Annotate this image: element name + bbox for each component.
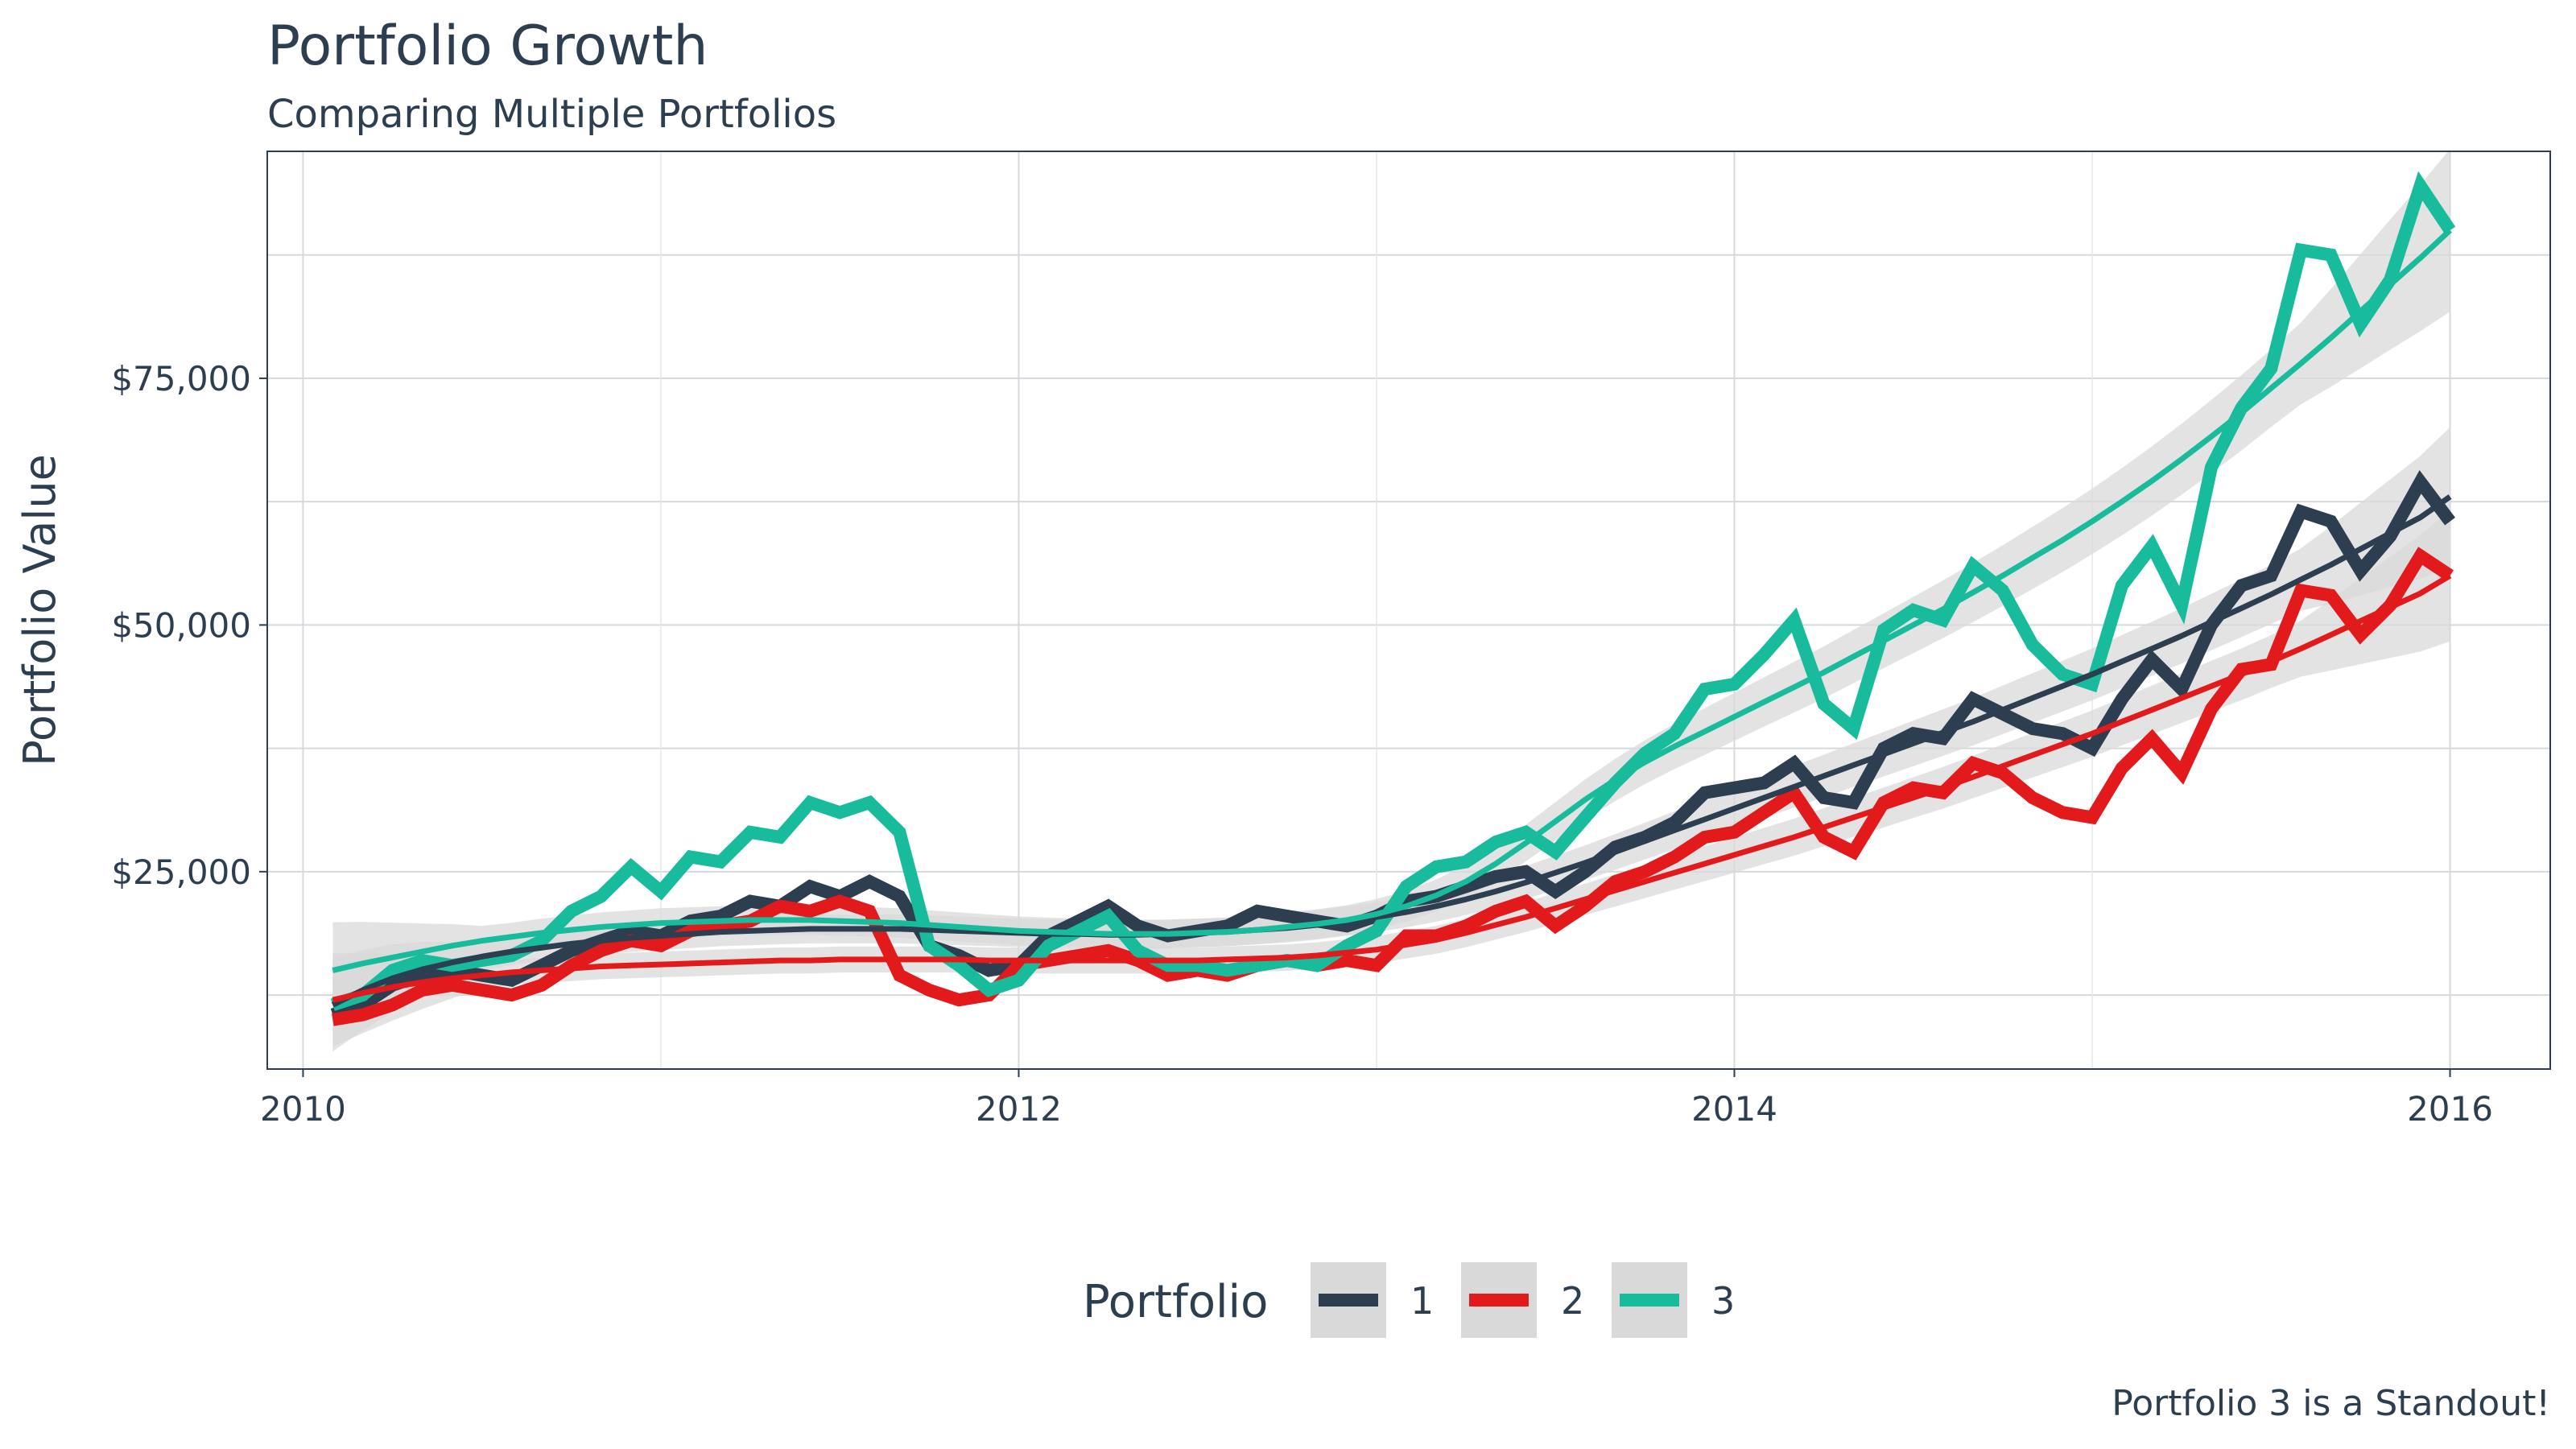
chart-caption: Portfolio 3 is a Standout! bbox=[2112, 1383, 2550, 1424]
confidence-band-1 bbox=[332, 427, 2450, 1052]
smooth-lines bbox=[331, 228, 2452, 1008]
x-tick-label: 2014 bbox=[1691, 1089, 1777, 1129]
y-tick-label: $75,000 bbox=[111, 359, 251, 398]
legend: Portfolio 1 2 3 bbox=[1083, 1262, 1735, 1338]
x-tick-label: 2016 bbox=[2407, 1089, 2493, 1129]
smooth-line-1 bbox=[331, 494, 2452, 1008]
x-tick-label: 2012 bbox=[976, 1089, 1062, 1129]
plot-panel-border bbox=[266, 151, 2551, 1070]
confidence-band-2 bbox=[332, 510, 2450, 1047]
legend-label-1: 1 bbox=[1410, 1279, 1434, 1323]
legend-title: Portfolio bbox=[1083, 1276, 1268, 1328]
y-tick-label: $25,000 bbox=[111, 852, 251, 892]
x-tick-label: 2010 bbox=[260, 1089, 346, 1129]
legend-label-2: 2 bbox=[1561, 1279, 1584, 1323]
y-axis-ticks: $25,000 $50,000 $75,000 bbox=[111, 359, 267, 892]
x-axis-ticks: 2010 2012 2014 2016 bbox=[260, 1069, 2493, 1129]
series-lines bbox=[330, 171, 2456, 1026]
smooth-line-2 bbox=[332, 573, 2452, 1003]
series-line-3 bbox=[330, 171, 2456, 1011]
y-axis-title: Portfolio Value bbox=[14, 454, 65, 766]
legend-label-3: 3 bbox=[1711, 1279, 1735, 1323]
y-tick-label: $50,000 bbox=[111, 605, 251, 645]
smooth-line-3 bbox=[332, 228, 2452, 973]
chart-subtitle: Comparing Multiple Portfolios bbox=[267, 92, 837, 137]
chart-title: Portfolio Growth bbox=[267, 14, 708, 78]
